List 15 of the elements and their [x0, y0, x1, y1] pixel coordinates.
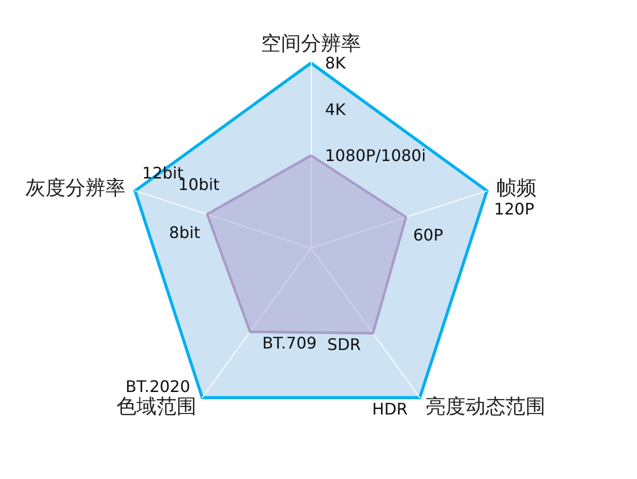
spoke-label: 帧频 [496, 176, 536, 200]
spoke-label: 空间分辨率 [261, 31, 361, 55]
text: 8bit [169, 222, 200, 242]
text: SDR [327, 334, 361, 354]
spoke-label: 灰度分辨率 [26, 176, 126, 200]
text: BT.709 [262, 333, 317, 352]
text: 8K [325, 54, 346, 72]
text: 120P [494, 199, 534, 218]
spoke-label: 亮度动态范围 [426, 394, 546, 418]
text: 1080P/1080i [325, 146, 426, 165]
text: 60P [413, 226, 444, 245]
text: BT.2020 [126, 377, 190, 396]
spoke-label: 色域范围 [116, 394, 196, 418]
text: HDR [372, 399, 408, 418]
text: 4K [325, 100, 346, 119]
